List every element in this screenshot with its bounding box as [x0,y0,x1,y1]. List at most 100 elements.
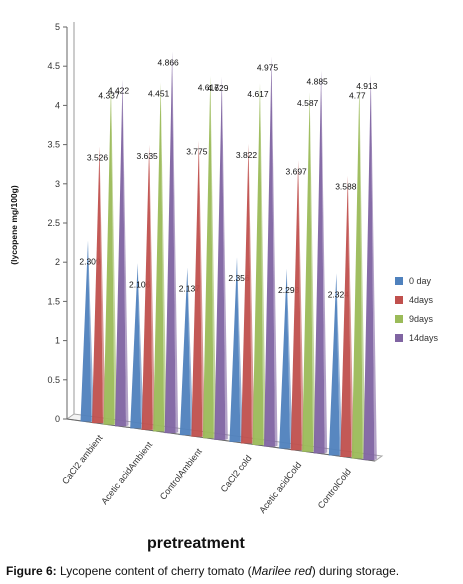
bar [313,70,325,454]
bar-side [221,76,228,440]
y-tick-label: 2.5 [47,218,60,228]
y-tick-label: 3 [55,179,60,189]
data-label: 4.617 [247,89,269,99]
caption-text: Lycopene content of cherry tomato ( [56,564,252,578]
data-label: 3.697 [286,166,308,176]
caption-prefix: Figure 6: [6,564,57,578]
category-label: CaCl2 cold [219,453,254,494]
data-label: 2.356 [228,273,250,283]
y-tick-label: 4 [55,100,60,110]
data-label: 4.975 [257,63,279,73]
bar-side [248,143,255,444]
bar-side [122,79,129,427]
data-label: 4.587 [297,98,319,108]
legend: 0 day 4days 9days 14days [395,272,438,348]
bar [179,267,191,436]
data-label: 4.77 [349,91,366,101]
figure-caption: Figure 6: Lycopene content of cherry tom… [6,564,399,578]
bar [214,76,226,440]
bar [328,273,340,456]
caption-italic: Marilee red [251,564,312,578]
bar [103,84,115,425]
data-label: 4.422 [108,86,130,96]
bar-side [111,84,117,425]
y-axis-title: (lycopene mg/100g) [9,185,19,265]
data-label: 2.137 [179,284,201,294]
bar-side [237,257,243,442]
bar [363,74,375,461]
bar-side [88,240,94,422]
bar [279,268,291,449]
bar-side [309,92,316,452]
data-label: 4.885 [307,76,329,86]
legend-label: 14days [409,333,439,343]
bar [202,76,214,439]
legend-swatch-14days [395,334,403,342]
legend-swatch-9days [395,315,403,323]
legend-swatch-4days [395,296,403,304]
bar-side [347,175,354,458]
category-label: Acetic acidAmbient [99,439,154,506]
y-tick-label: 0 [55,414,60,424]
data-label: 4.337 [98,91,120,101]
legend-item: 4days [395,291,438,309]
legend-item: 0 day [395,272,438,290]
category-label: Acetic acidCold [257,460,303,515]
y-tick-label: 3.5 [47,140,60,150]
bar-side [149,144,156,430]
bar-side [210,76,217,439]
bar-side [187,267,194,436]
y-tick-label: 2 [55,257,60,267]
legend-item: 14days [395,329,438,347]
bar [241,143,252,444]
bar-side [321,70,328,454]
bar [80,240,92,422]
data-label: 4.629 [207,83,229,93]
bar [141,144,153,430]
bar [264,56,275,447]
bar [130,263,142,429]
bar-side [370,74,377,461]
bar [252,83,264,446]
data-label: 2.324 [328,289,350,299]
data-label: 3.775 [186,147,208,157]
bar-side [298,160,305,451]
data-label: 2.106 [129,279,151,289]
legend-label: 0 day [409,276,432,286]
data-label: 3.526 [87,153,109,163]
legend-label: 9days [409,314,434,324]
y-tick-label: 4.5 [47,61,60,71]
legend-item: 9days [395,310,438,328]
bar [115,79,126,427]
bar-side [359,84,366,459]
bar-side [172,51,179,434]
bar-side [336,273,343,456]
bar-side [260,83,266,446]
data-label: 3.635 [137,151,159,161]
bar [92,146,103,424]
legend-label: 4days [409,295,434,305]
data-label: 4.913 [356,81,378,91]
bar-side [271,56,278,447]
bar [290,160,302,451]
data-label: 4.617 [198,82,220,92]
y-tick-label: 1 [55,336,60,346]
category-label: ControlCold [316,467,353,511]
bar [351,84,363,459]
bar-side [160,82,167,432]
bar-side [286,268,293,449]
bar [229,257,241,442]
bar-side [99,146,106,424]
category-label: CaCl2 ambient [60,433,105,486]
bar-side [137,263,144,429]
data-label: 4.451 [148,89,170,99]
caption-text-end: ) during storage. [311,564,400,578]
bar [153,82,165,432]
x-axis-title: pretreatment [147,535,245,552]
data-label: 4.866 [158,58,180,68]
data-label: 3.588 [335,182,357,192]
data-label: 2.309 [79,257,101,267]
category-label: ControlAmbient [158,446,204,501]
bar-side [198,140,205,437]
